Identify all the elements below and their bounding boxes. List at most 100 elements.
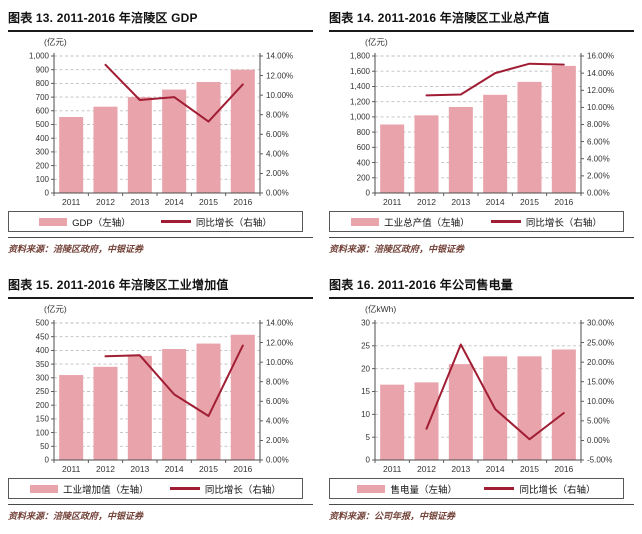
right-axis-tick-label: 5.00% [587, 417, 610, 426]
right-axis-tick-label: 2.00% [587, 172, 610, 181]
x-axis-year-label: 2012 [417, 464, 436, 474]
bar-2016 [230, 69, 255, 193]
legend-box: GDP（左轴） 同比增长（右轴） [8, 211, 303, 232]
x-axis-year-label: 2013 [130, 197, 149, 207]
legend-item-line: 同比增长（右轴） [169, 482, 281, 496]
bar-swatch-icon [39, 217, 68, 226]
legend-line-label: 同比增长（右轴） [195, 217, 272, 229]
x-axis-year-label: 2012 [417, 197, 436, 207]
right-axis-tick-label: 8.00% [266, 110, 289, 119]
axis-unit-label: (亿kWh) [365, 304, 397, 314]
left-axis-tick-label: 400 [357, 158, 371, 167]
bar-2013 [127, 355, 152, 460]
x-axis-year-label: 2014 [486, 197, 505, 207]
bar-series [380, 65, 576, 193]
bar-2013 [127, 97, 152, 193]
left-axis-tick-label: 0 [366, 189, 371, 198]
line-series [425, 62, 565, 97]
line-series [104, 344, 244, 417]
left-axis-tick-label: 800 [36, 79, 50, 88]
bar-2011 [380, 384, 405, 460]
bar-2011 [59, 375, 84, 460]
source-note: 资料来源：涪陵区政府，中银证券 [329, 237, 634, 255]
chart-panel-gdp: 图表 13. 2011-2016 年涪陵区 GDP (亿元) 0 100 200 30… [0, 0, 321, 267]
legend-item-bar: 工业增加值（左轴） [30, 482, 149, 496]
bar-2011 [380, 124, 405, 193]
chart-canvas-gross-industrial-output: 0 200 400 600 800 1,000 1,200 1,400 1,600 1,800 0.… [350, 52, 614, 207]
legend-item-line: 同比增长（右轴） [490, 215, 602, 229]
x-axis-year-label: 2015 [199, 464, 218, 474]
left-axis-tick-label: 0 [45, 189, 50, 198]
gridlines [54, 322, 260, 447]
bar-2012 [414, 115, 439, 193]
right-axis-tick-label: 0.00% [587, 189, 610, 198]
chart-canvas-electricity-sales: 0 5 10 15 20 25 30 -5.00% 0.00% 5.00% 10.00% 15.00%… [361, 319, 614, 474]
right-axis-tick-label: 6.00% [266, 397, 289, 406]
bar-2012 [93, 106, 118, 193]
chart-canvas-gdp: 0 100 200 300 400 500 600 700 800 900 1,000 0.00% 2.… [29, 52, 293, 207]
axis-unit-label: (亿元) [365, 37, 388, 47]
x-axis-year-label: 2013 [451, 197, 470, 207]
x-axis-year-label: 2015 [199, 197, 218, 207]
gridlines [375, 322, 581, 438]
right-axis-tick-label: 14.00% [587, 69, 614, 78]
legend-bar-label: 工业增加值（左轴） [63, 484, 149, 496]
right-axis-tick-label: 10.00% [266, 358, 293, 367]
bar-2016 [551, 349, 576, 460]
right-axis-tick-label: 6.00% [587, 137, 610, 146]
right-axis-tick-label: 12.00% [587, 86, 614, 95]
bar-series [59, 334, 255, 460]
left-axis-tick-label: 20 [361, 364, 370, 373]
right-axis-tick-label: 4.00% [266, 417, 289, 426]
x-axis-year-label: 2012 [96, 464, 115, 474]
left-axis-tick-label: 1,800 [350, 52, 371, 61]
chart-title: 图表 13. 2011-2016 年涪陵区 GDP [8, 9, 313, 32]
left-axis-tick-label: 100 [36, 175, 50, 184]
right-axis-tick-label: 15.00% [587, 377, 614, 386]
legend-box: 工业总产值（左轴） 同比增长（右轴） [329, 211, 624, 232]
left-axis-tick-label: 300 [36, 148, 50, 157]
bar-2014 [162, 89, 187, 193]
x-axis-year-label: 2011 [383, 464, 402, 474]
x-axis-year-label: 2012 [96, 197, 115, 207]
chart-title: 图表 14. 2011-2016 年涪陵区工业总产值 [329, 9, 634, 32]
axis-unit-label: (亿元) [44, 304, 67, 314]
x-axis-year-label: 2016 [233, 464, 252, 474]
line-swatch-icon [484, 487, 515, 490]
x-axis-year-label: 2011 [62, 197, 81, 207]
right-axis-tick-label: 2.00% [266, 169, 289, 178]
legend-item-bar: 售电量（左轴） [357, 482, 457, 496]
left-axis-tick-label: 200 [36, 401, 50, 410]
source-note: 资料来源：涪陵区政府，中银证券 [8, 237, 313, 255]
bar-swatch-icon [357, 484, 386, 493]
left-axis-tick-label: 1,200 [350, 97, 371, 106]
right-axis-tick-label: 8.00% [587, 120, 610, 129]
right-axis-tick-label: 14.00% [266, 52, 293, 61]
x-axis-year-label: 2011 [383, 197, 402, 207]
x-axis-year-label: 2013 [451, 464, 470, 474]
right-axis-tick-label: 4.00% [587, 154, 610, 163]
chart-canvas-industrial-added-value: 0 50 100 150 200 250 300 350 400 450 500 0.00% 2.00%… [36, 319, 294, 474]
right-axis-tick-label: 25.00% [587, 338, 614, 347]
chart-title: 图表 15. 2011-2016 年涪陵区工业增加值 [8, 276, 313, 299]
left-axis-tick-label: 800 [357, 128, 371, 137]
x-axis-year-label: 2016 [554, 464, 573, 474]
left-axis-tick-label: 400 [36, 134, 50, 143]
bar-2012 [93, 366, 118, 460]
left-axis-tick-label: 0 [45, 456, 50, 465]
right-axis-tick-label: 2.00% [266, 436, 289, 445]
left-axis-tick-label: 450 [36, 332, 50, 341]
x-axis-year-label: 2015 [520, 464, 539, 474]
left-axis-tick-label: 500 [36, 120, 50, 129]
bar-2016 [551, 65, 576, 193]
bar-2015 [196, 343, 221, 460]
right-axis-tick-label: 14.00% [266, 319, 293, 328]
left-axis-tick-label: 200 [357, 173, 371, 182]
left-axis-tick-label: 1,600 [350, 67, 371, 76]
left-axis-tick-label: 350 [36, 360, 50, 369]
bar-2013 [448, 106, 473, 193]
legend-line-label: 同比增长（右轴） [519, 484, 596, 496]
left-axis-tick-label: 600 [36, 107, 50, 116]
x-axis-year-label: 2015 [520, 197, 539, 207]
